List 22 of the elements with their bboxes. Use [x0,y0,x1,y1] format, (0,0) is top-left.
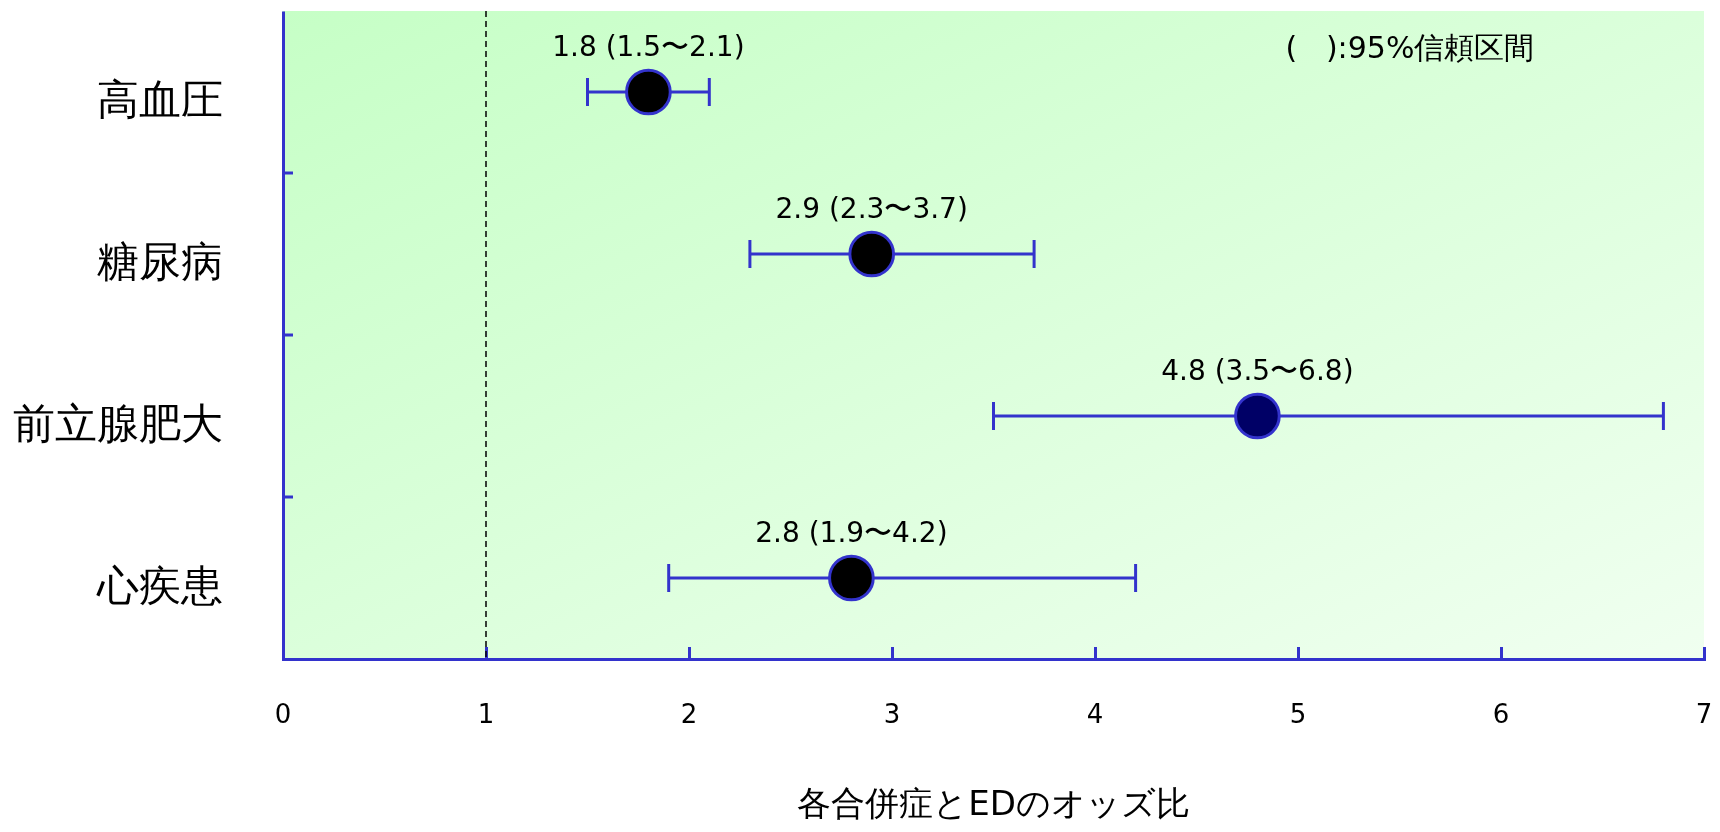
y-tick-label: 糖尿病 [97,237,223,286]
x-tick-label: 0 [274,699,292,729]
x-tick-label: 5 [1289,699,1307,729]
x-tick-label: 4 [1086,699,1104,729]
y-tick-label: 高血圧 [97,75,223,124]
point [1234,392,1281,440]
x-tick-label: 7 [1695,699,1713,729]
y-tick-label: 前立腺肥大 [13,399,223,448]
data-label: 2.8 (1.9〜4.2) [755,516,948,549]
x-tick-label: 6 [1492,699,1510,729]
point [848,230,896,278]
point [828,554,875,602]
x-tick-label: 2 [680,699,698,729]
y-tick-label: 心疾患 [96,561,223,610]
point [625,68,672,116]
data-label: 4.8 (3.5〜6.8) [1161,354,1354,387]
annotation: ( ):95%信頼区間 [1285,30,1535,65]
data-label: 2.9 (2.3〜3.7) [775,192,968,225]
x-tick-label: 1 [477,699,495,729]
x-tick-label: 3 [883,699,901,729]
x-axis-title: 各合併症とEDのオッズ比 [797,783,1190,823]
data-label: 1.8 (1.5〜2.1) [552,30,745,63]
